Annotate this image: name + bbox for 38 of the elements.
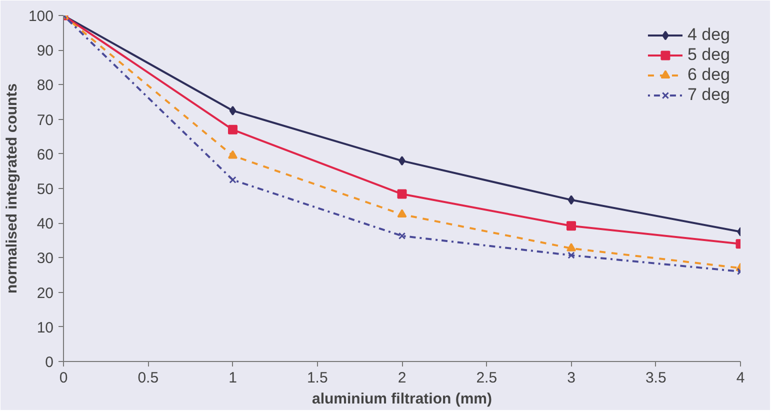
legend-label: 7 deg — [687, 85, 730, 105]
x-tick-label: 0 — [59, 370, 68, 386]
x-tick-label: 2.5 — [476, 370, 498, 386]
y-tick-label: 90 — [36, 42, 54, 60]
x-tick-label: 4 — [736, 370, 745, 386]
point — [568, 195, 575, 205]
point — [229, 176, 236, 184]
y-tick-label: 70 — [36, 112, 54, 129]
y-tick-label: 30 — [36, 250, 54, 268]
legend-label: 6 deg — [687, 65, 730, 85]
y-axis-title: normalised integrated counts — [3, 83, 20, 294]
y-tick-label: 100 — [28, 8, 54, 25]
point — [566, 221, 576, 231]
point — [397, 189, 407, 199]
x-tick-label: 1 — [228, 370, 237, 386]
point — [398, 156, 406, 166]
y-tick-label: 50 — [36, 181, 54, 198]
point — [566, 242, 576, 252]
y-tick-label: 10 — [36, 319, 54, 336]
x-tick-label: 1.5 — [306, 370, 328, 386]
x-tick-label: 3 — [567, 370, 576, 386]
point — [398, 232, 406, 240]
point — [228, 150, 238, 159]
y-tick-label: 40 — [36, 216, 54, 233]
point — [568, 252, 575, 259]
point — [397, 209, 407, 218]
x-axis-title: aluminium filtration (mm) — [312, 390, 492, 408]
y-tick-label: 0 — [45, 354, 54, 371]
x-tick-label: 2 — [398, 370, 406, 386]
legend-label: 4 deg — [687, 25, 730, 45]
x-tick-label: 0.5 — [138, 370, 159, 386]
point — [229, 106, 236, 116]
y-tick-label: 80 — [36, 77, 54, 94]
y-tick-label: 20 — [36, 284, 54, 302]
x-tick-label: 3.5 — [645, 370, 666, 386]
y-tick-label: 60 — [36, 146, 54, 164]
point — [228, 124, 238, 134]
legend-label: 5 deg — [687, 45, 730, 65]
